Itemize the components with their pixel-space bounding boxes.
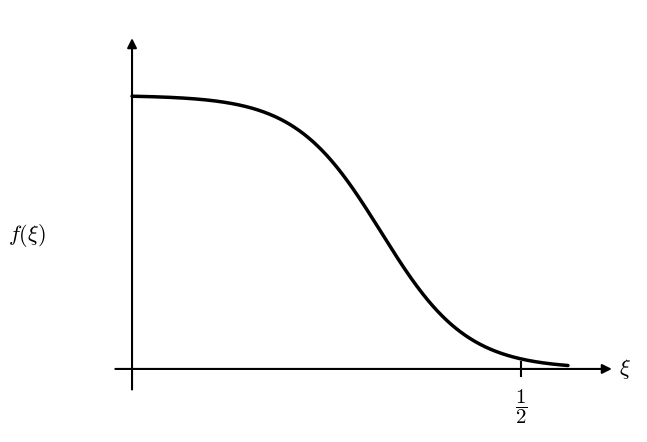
Text: $\dfrac{1}{2}$: $\dfrac{1}{2}$ bbox=[515, 387, 527, 426]
Text: $\xi$: $\xi$ bbox=[619, 357, 630, 381]
Text: $f(\xi)$: $f(\xi)$ bbox=[8, 222, 46, 249]
